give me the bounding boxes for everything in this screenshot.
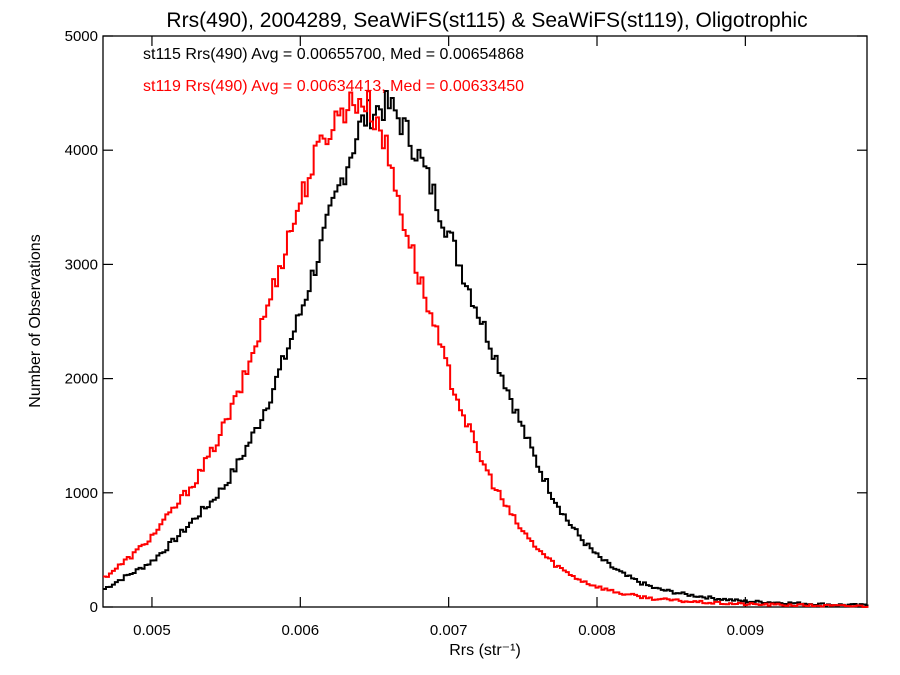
chart-title: Rrs(490), 2004289, SeaWiFS(st115) & SeaW… xyxy=(166,9,807,32)
x-tick-label: 0.008 xyxy=(578,622,616,639)
y-tick-label: 2000 xyxy=(65,371,98,388)
series-layer xyxy=(103,89,869,608)
x-tick-label: 0.005 xyxy=(133,622,171,639)
plot-frame xyxy=(102,35,868,608)
y-tick-label: 4000 xyxy=(65,142,98,159)
x-axis-label: Rrs (str⁻¹) xyxy=(449,642,521,659)
y-tick-label: 1000 xyxy=(65,485,98,502)
x-tick-label: 0.009 xyxy=(727,622,765,639)
y-tick-label: 5000 xyxy=(65,28,98,45)
x-tick-label: 0.006 xyxy=(282,622,320,639)
x-tick-label: 0.007 xyxy=(430,622,468,639)
series-line-st115 xyxy=(103,89,869,607)
legend-entry-st119: st119 Rrs(490) Avg = 0.00634413, Med = 0… xyxy=(143,78,524,95)
series-line-st119 xyxy=(103,90,869,608)
legend: st115 Rrs(490) Avg = 0.00655700, Med = 0… xyxy=(143,46,524,95)
y-axis-label: Number of Observations xyxy=(27,234,44,407)
axis-ticks: 0.005 0.006 0.007 0.008 0.009 0 1000 2000 3000 40… xyxy=(65,28,867,639)
legend-entry-st115: st115 Rrs(490) Avg = 0.00655700, Med = 0… xyxy=(143,46,524,63)
y-tick-label: 3000 xyxy=(65,256,98,273)
y-tick-label: 0 xyxy=(90,599,98,616)
